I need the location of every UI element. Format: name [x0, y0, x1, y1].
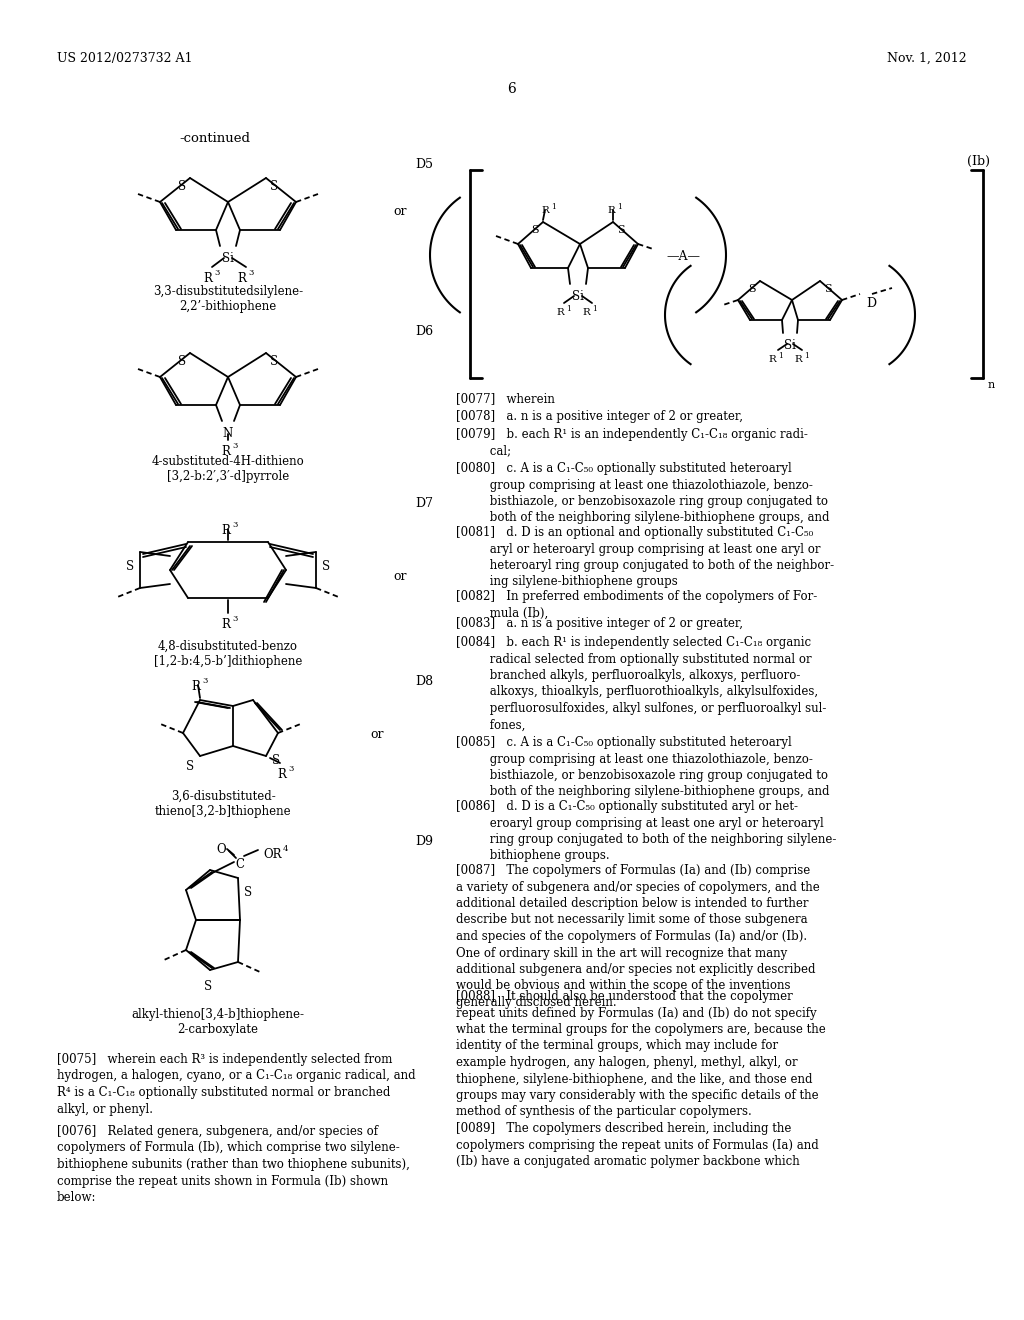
Text: R: R: [221, 618, 230, 631]
Text: D: D: [866, 297, 877, 310]
Text: Nov. 1, 2012: Nov. 1, 2012: [888, 51, 967, 65]
Text: S: S: [270, 180, 279, 193]
Text: S: S: [244, 886, 252, 899]
Text: R: R: [556, 308, 564, 317]
Text: S: S: [272, 754, 280, 767]
Text: S: S: [617, 224, 625, 235]
Text: 3: 3: [288, 766, 293, 774]
Text: [0083]   a. n is a positive integer of 2 or greater,: [0083] a. n is a positive integer of 2 o…: [456, 616, 743, 630]
Text: S: S: [178, 180, 186, 193]
Text: or: or: [370, 729, 384, 741]
Text: or: or: [393, 205, 407, 218]
Text: 6: 6: [508, 82, 516, 96]
Text: 3: 3: [248, 269, 253, 277]
Text: 3,6-disubstituted-
thieno[3,2-b]thiophene: 3,6-disubstituted- thieno[3,2-b]thiophen…: [155, 789, 291, 818]
Text: [0075]   wherein each R³ is independently selected from
hydrogen, a halogen, cya: [0075] wherein each R³ is independently …: [57, 1053, 416, 1115]
Text: R: R: [238, 272, 247, 285]
Text: S: S: [186, 760, 195, 774]
Text: alkyl-thieno[3,4-b]thiophene-
2-carboxylate: alkyl-thieno[3,4-b]thiophene- 2-carboxyl…: [131, 1008, 304, 1036]
Text: R: R: [278, 768, 287, 781]
Text: R: R: [221, 524, 230, 537]
Text: S: S: [178, 355, 186, 368]
Text: R: R: [221, 445, 230, 458]
Text: R: R: [768, 355, 776, 364]
Text: D5: D5: [415, 158, 433, 172]
Text: [0081]   d. D is an optional and optionally substituted C₁-C₅₀
         aryl or : [0081] d. D is an optional and optionall…: [456, 525, 835, 589]
Text: 1: 1: [778, 352, 783, 360]
Text: OR: OR: [263, 847, 282, 861]
Text: R: R: [582, 308, 590, 317]
Text: 1: 1: [592, 305, 597, 313]
Text: [0082]   In preferred embodiments of the copolymers of For-
         mula (Ib),: [0082] In preferred embodiments of the c…: [456, 590, 817, 619]
Text: S: S: [270, 355, 279, 368]
Text: R: R: [191, 680, 201, 693]
Text: 3: 3: [232, 521, 238, 529]
Text: Si: Si: [784, 339, 796, 352]
Text: Si: Si: [572, 290, 584, 304]
Text: -continued: -continued: [179, 132, 251, 145]
Text: 4-substituted-4H-dithieno
[3,2-b:2′,3′-d]pyrrole: 4-substituted-4H-dithieno [3,2-b:2′,3′-d…: [152, 455, 304, 483]
Text: S: S: [531, 224, 539, 235]
Text: C: C: [236, 858, 245, 871]
Text: [0084]   b. each R¹ is independently selected C₁-C₁₈ organic
         radical se: [0084] b. each R¹ is independently selec…: [456, 636, 826, 731]
Text: (Ib): (Ib): [967, 154, 990, 168]
Text: 1: 1: [566, 305, 570, 313]
Text: 3,3-disubstitutedsilylene-
2,2’-bithiophene: 3,3-disubstitutedsilylene- 2,2’-bithioph…: [153, 285, 303, 313]
Text: 3: 3: [232, 442, 238, 450]
Text: 1: 1: [617, 203, 622, 211]
Text: S: S: [824, 284, 831, 294]
Text: Si: Si: [222, 252, 233, 265]
Text: [0080]   c. A is a C₁-C₅₀ optionally substituted heteroaryl
         group compr: [0080] c. A is a C₁-C₅₀ optionally subst…: [456, 462, 829, 524]
Text: 3: 3: [202, 677, 208, 685]
Text: R: R: [541, 206, 549, 215]
Text: or: or: [393, 570, 407, 583]
Text: [0079]   b. each R¹ is an independently C₁-C₁₈ organic radi-
         cal;: [0079] b. each R¹ is an independently C₁…: [456, 428, 808, 458]
Text: [0076]   Related genera, subgenera, and/or species of
copolymers of Formula (Ib): [0076] Related genera, subgenera, and/or…: [57, 1125, 410, 1204]
Text: D8: D8: [415, 675, 433, 688]
Text: 4,8-disubstituted-benzo
[1,2-b:4,5-b’]dithiophene: 4,8-disubstituted-benzo [1,2-b:4,5-b’]di…: [154, 640, 302, 668]
Text: S: S: [204, 979, 212, 993]
Text: R: R: [607, 206, 614, 215]
Text: [0088]   It should also be understood that the copolymer
repeat units defined by: [0088] It should also be understood that…: [456, 990, 825, 1118]
Text: R: R: [204, 272, 212, 285]
Text: 3: 3: [232, 615, 238, 623]
Text: D6: D6: [415, 325, 433, 338]
Text: 3: 3: [214, 269, 219, 277]
Text: [0087]   The copolymers of Formulas (Ia) and (Ib) comprise
a variety of subgener: [0087] The copolymers of Formulas (Ia) a…: [456, 865, 820, 1008]
Text: S: S: [322, 560, 330, 573]
Text: n: n: [988, 380, 995, 389]
Text: [0077]   wherein: [0077] wherein: [456, 392, 555, 405]
Text: N: N: [223, 426, 233, 440]
Text: [0086]   d. D is a C₁-C₅₀ optionally substituted aryl or het-
         eroaryl g: [0086] d. D is a C₁-C₅₀ optionally subst…: [456, 800, 837, 862]
Text: —A—: —A—: [666, 249, 700, 263]
Text: S: S: [749, 284, 756, 294]
Text: 1: 1: [551, 203, 556, 211]
Text: [0078]   a. n is a positive integer of 2 or greater,: [0078] a. n is a positive integer of 2 o…: [456, 411, 743, 422]
Text: [0089]   The copolymers described herein, including the
copolymers comprising th: [0089] The copolymers described herein, …: [456, 1122, 819, 1168]
Text: 1: 1: [804, 352, 809, 360]
Text: 4: 4: [283, 845, 289, 853]
Text: US 2012/0273732 A1: US 2012/0273732 A1: [57, 51, 193, 65]
Text: R: R: [795, 355, 802, 364]
Text: D7: D7: [415, 498, 433, 510]
Text: O: O: [216, 843, 226, 855]
Text: [0085]   c. A is a C₁-C₅₀ optionally substituted heteroaryl
         group compr: [0085] c. A is a C₁-C₅₀ optionally subst…: [456, 737, 829, 799]
Text: D9: D9: [415, 836, 433, 847]
Text: S: S: [126, 560, 134, 573]
